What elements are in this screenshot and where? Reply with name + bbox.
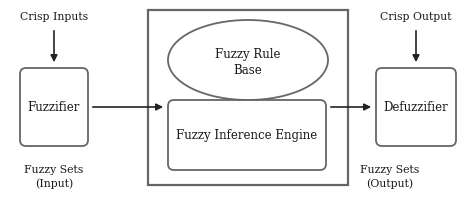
Text: Base: Base — [234, 63, 263, 77]
Text: Fuzzy Sets: Fuzzy Sets — [360, 165, 419, 175]
Text: Fuzzy Sets: Fuzzy Sets — [24, 165, 83, 175]
Text: Defuzzifier: Defuzzifier — [383, 101, 448, 113]
FancyBboxPatch shape — [20, 68, 88, 146]
Text: Crisp Inputs: Crisp Inputs — [20, 12, 88, 22]
Bar — [148, 10, 348, 185]
Text: Crisp Output: Crisp Output — [380, 12, 452, 22]
FancyBboxPatch shape — [168, 100, 326, 170]
Text: (Input): (Input) — [35, 178, 73, 188]
Text: Fuzzifier: Fuzzifier — [28, 101, 80, 113]
FancyBboxPatch shape — [376, 68, 456, 146]
Text: Fuzzy Inference Engine: Fuzzy Inference Engine — [176, 129, 318, 141]
Ellipse shape — [168, 20, 328, 100]
Text: (Output): (Output) — [366, 178, 413, 188]
Text: Fuzzy Rule: Fuzzy Rule — [215, 48, 281, 61]
